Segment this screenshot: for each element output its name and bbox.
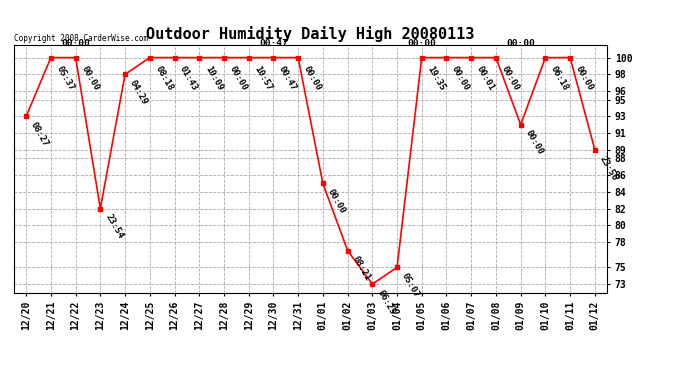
Text: 00:00: 00:00	[574, 64, 595, 92]
Text: 08:21: 08:21	[351, 255, 372, 282]
Text: Copyright 2008 CarderWise.com: Copyright 2008 CarderWise.com	[14, 33, 148, 42]
Text: 01:43: 01:43	[178, 64, 199, 92]
Text: 08:27: 08:27	[29, 120, 50, 148]
Text: 00:00: 00:00	[79, 64, 101, 92]
Text: 00:00: 00:00	[450, 64, 471, 92]
Text: 00:47: 00:47	[259, 39, 288, 48]
Text: 00:00: 00:00	[524, 129, 545, 157]
Title: Outdoor Humidity Daily High 20080113: Outdoor Humidity Daily High 20080113	[146, 27, 475, 42]
Text: 00:00: 00:00	[407, 39, 436, 48]
Text: 00:00: 00:00	[326, 188, 347, 215]
Text: 05:07: 05:07	[400, 272, 421, 299]
Text: 00:00: 00:00	[500, 64, 521, 92]
Text: 00:00: 00:00	[228, 64, 249, 92]
Text: 06:18: 06:18	[549, 64, 571, 92]
Text: 00:00: 00:00	[61, 39, 90, 48]
Text: 10:09: 10:09	[203, 64, 224, 92]
Text: 23:56: 23:56	[598, 154, 619, 182]
Text: 19:35: 19:35	[426, 64, 446, 92]
Text: 00:01: 00:01	[475, 64, 496, 92]
Text: 23:54: 23:54	[104, 213, 124, 241]
Text: 05:37: 05:37	[55, 64, 76, 92]
Text: 00:00: 00:00	[506, 39, 535, 48]
Text: 00:47: 00:47	[277, 64, 298, 92]
Text: 00:00: 00:00	[302, 64, 323, 92]
Text: 10:57: 10:57	[253, 64, 274, 92]
Text: 04:29: 04:29	[128, 78, 149, 106]
Text: 08:18: 08:18	[153, 64, 175, 92]
Text: 06:25: 06:25	[375, 288, 397, 316]
